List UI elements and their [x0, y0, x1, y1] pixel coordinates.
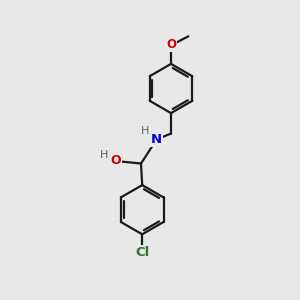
Text: O: O: [166, 38, 176, 52]
Text: H: H: [100, 150, 108, 160]
Text: H: H: [141, 126, 149, 136]
Text: Cl: Cl: [135, 246, 149, 259]
Text: O: O: [110, 154, 121, 167]
Text: N: N: [151, 133, 162, 146]
